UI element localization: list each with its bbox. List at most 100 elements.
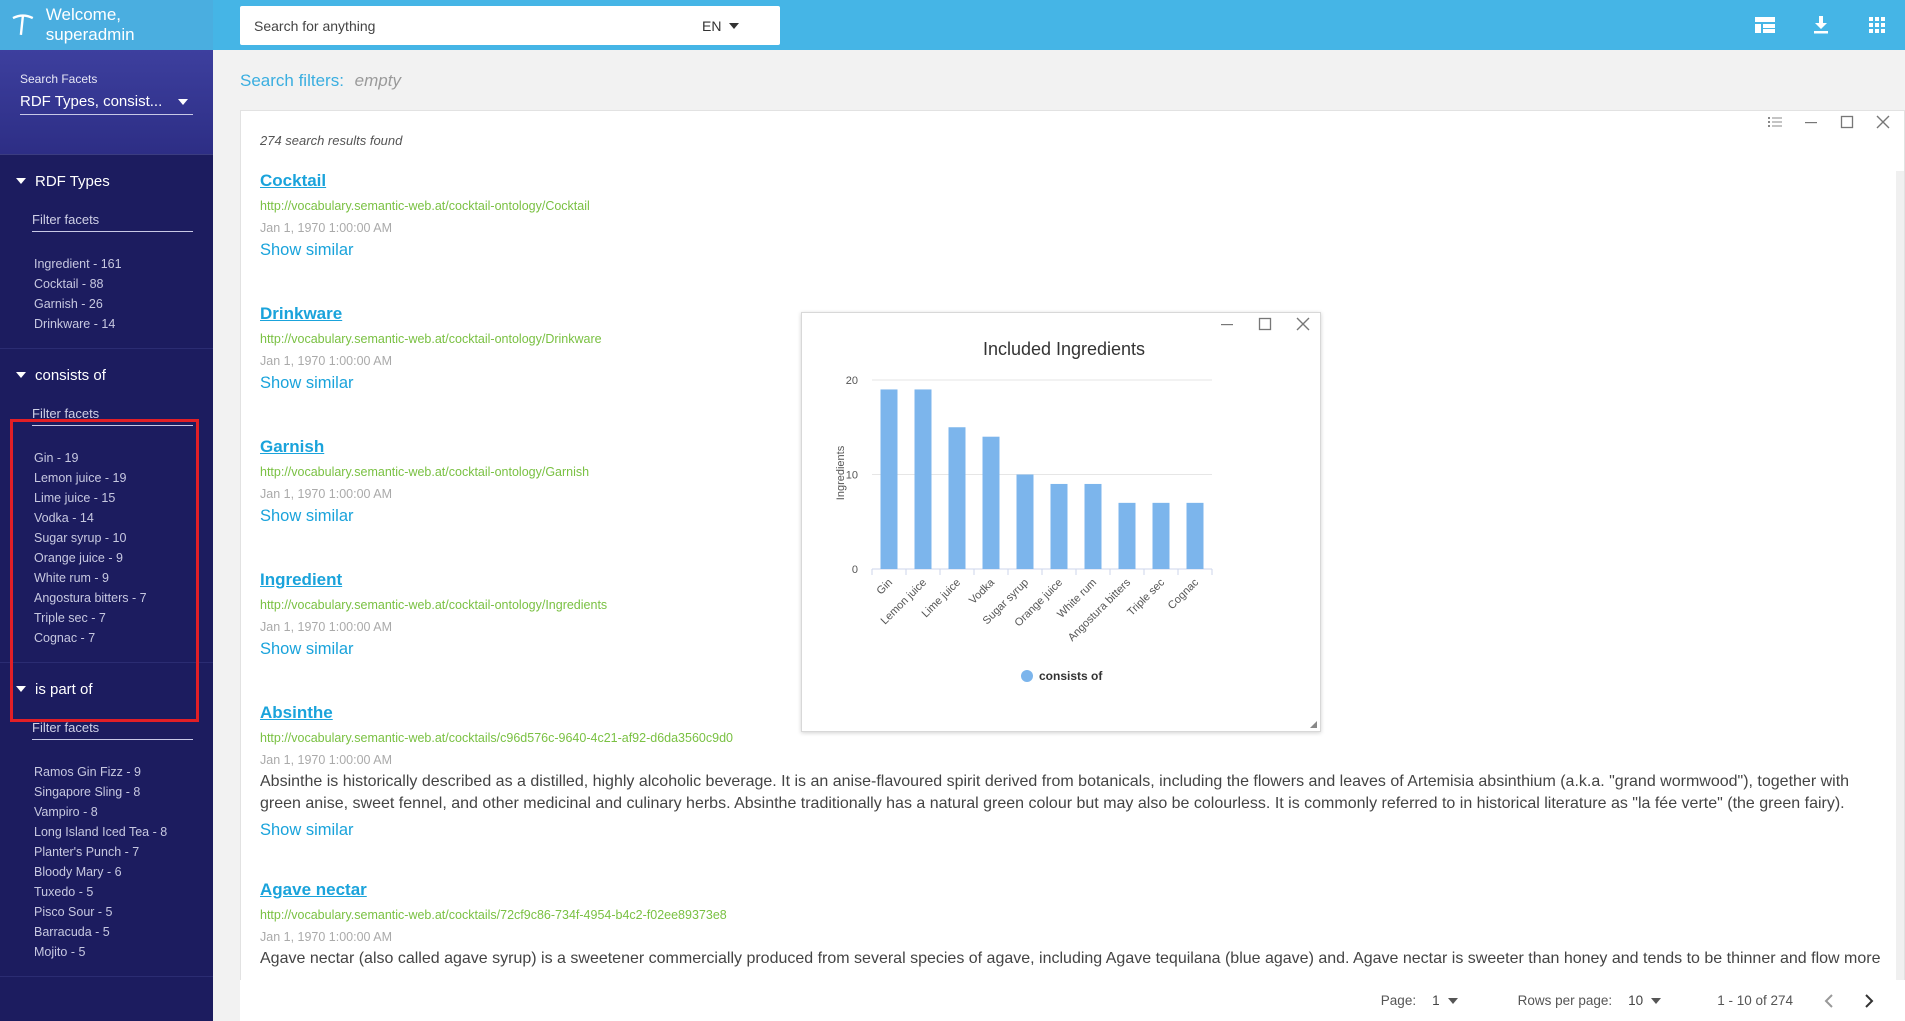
maximize-button[interactable] (1840, 115, 1854, 129)
result-uri[interactable]: http://vocabulary.semantic-web.at/cockta… (260, 908, 727, 922)
chart-legend[interactable]: consists of (1021, 669, 1103, 683)
show-similar-link[interactable]: Show similar (260, 374, 354, 392)
language-select[interactable]: EN (702, 17, 740, 34)
facet-item[interactable]: Tuxedo - 5 (34, 885, 94, 899)
results-count: 274 search results found (260, 133, 403, 148)
result-title[interactable]: Drinkware (260, 304, 343, 323)
chart-minimize-button[interactable] (1220, 317, 1234, 331)
facet-item[interactable]: Vampiro - 8 (34, 805, 98, 819)
chart-close-button[interactable] (1296, 317, 1310, 331)
rows-selector-group: Rows per page: 10 (1518, 993, 1662, 1008)
bar[interactable] (1152, 502, 1170, 569)
next-page-button[interactable] (1863, 993, 1875, 1008)
y-tick-label: 10 (846, 470, 858, 482)
legend-marker (1021, 670, 1033, 682)
facet-item[interactable]: Gin - 19 (34, 451, 79, 465)
prev-page-button[interactable] (1823, 993, 1835, 1008)
result-date: Jan 1, 1970 1:00:00 AM (260, 354, 393, 368)
result-title[interactable]: Ingredient (260, 570, 343, 589)
result-title[interactable]: Absinthe (260, 703, 333, 722)
facet-item[interactable]: Triple sec - 7 (34, 611, 106, 625)
facet-item[interactable]: Orange juice - 9 (34, 551, 123, 565)
facet-item[interactable]: White rum - 9 (34, 571, 110, 585)
search-facets-selector: Search Facets RDF Types, consist... (0, 50, 213, 155)
facet-group-is-part-of: is part of Ramos Gin Fizz - 9 Singapore … (0, 663, 213, 977)
bar[interactable] (982, 436, 1000, 569)
search-input[interactable] (254, 17, 694, 34)
facet-group-title: RDF Types (35, 172, 110, 190)
facet-item[interactable]: Sugar syrup - 10 (34, 531, 127, 545)
facet-item[interactable]: Ingredient - 161 (34, 257, 122, 271)
resize-handle[interactable] (1310, 721, 1317, 728)
brand[interactable]: Welcome, superadmin (0, 0, 213, 50)
facet-item[interactable]: Bloody Mary - 6 (34, 865, 122, 879)
show-similar-link[interactable]: Show similar (260, 640, 354, 658)
facet-item[interactable]: Lemon juice - 19 (34, 471, 127, 485)
facet-item[interactable]: Cognac - 7 (34, 631, 96, 645)
bar[interactable] (880, 389, 898, 569)
dashboard-button[interactable] (1737, 0, 1793, 50)
facet-item[interactable]: Cocktail - 88 (34, 277, 104, 291)
facet-filter-input[interactable] (32, 212, 193, 227)
show-similar-link[interactable]: Show similar (260, 507, 354, 525)
bar[interactable] (1084, 483, 1102, 569)
bar[interactable] (1186, 502, 1204, 569)
bar[interactable] (1016, 474, 1034, 570)
scrollbar[interactable] (1896, 171, 1904, 1011)
close-button[interactable] (1876, 115, 1890, 129)
rows-value: 10 (1628, 993, 1644, 1008)
facet-filter-input[interactable] (32, 406, 193, 421)
chart-maximize-button[interactable] (1258, 317, 1272, 331)
facet-group-title: is part of (35, 680, 93, 698)
facet-group-toggle[interactable]: consists of (0, 349, 213, 401)
facet-filter-input[interactable] (32, 720, 193, 735)
result-uri[interactable]: http://vocabulary.semantic-web.at/cockta… (260, 332, 602, 346)
result-uri[interactable]: http://vocabulary.semantic-web.at/cockta… (260, 598, 608, 612)
facet-item[interactable]: Vodka - 14 (34, 511, 94, 525)
list-view-button[interactable] (1768, 116, 1782, 128)
bar[interactable] (1118, 502, 1136, 569)
show-similar-link[interactable]: Show similar (260, 241, 354, 259)
panel-controls (1768, 115, 1890, 129)
result-title[interactable]: Cocktail (260, 171, 327, 190)
show-similar-link[interactable]: Show similar (260, 821, 354, 839)
facet-item[interactable]: Drinkware - 14 (34, 317, 116, 331)
facet-item[interactable]: Long Island Iced Tea - 8 (34, 825, 168, 839)
search-facets-label: Search Facets (20, 72, 98, 86)
facet-item[interactable]: Lime juice - 15 (34, 491, 116, 505)
apps-grid-icon (1869, 17, 1885, 33)
facet-item[interactable]: Pisco Sour - 5 (34, 905, 113, 919)
facet-item[interactable]: Planter's Punch - 7 (34, 845, 140, 859)
bar[interactable] (1050, 483, 1068, 569)
legend-label: consists of (1039, 669, 1103, 683)
search-facets-dropdown[interactable]: RDF Types, consist... (20, 89, 193, 115)
language-value: EN (702, 17, 722, 34)
apps-button[interactable] (1849, 0, 1905, 50)
minimize-button[interactable] (1804, 115, 1818, 129)
sidebar: Search Facets RDF Types, consist... RDF … (0, 50, 213, 1021)
facet-group-toggle[interactable]: is part of (0, 663, 213, 715)
facet-item[interactable]: Ramos Gin Fizz - 9 (34, 765, 141, 779)
result-uri[interactable]: http://vocabulary.semantic-web.at/cockta… (260, 199, 590, 213)
result-item: Agave nectar http://vocabulary.semantic-… (260, 880, 1880, 970)
result-title[interactable]: Garnish (260, 437, 325, 456)
bar[interactable] (948, 427, 966, 569)
download-button[interactable] (1793, 0, 1849, 50)
facet-item[interactable]: Barracuda - 5 (34, 925, 110, 939)
dashboard-icon (1755, 17, 1775, 33)
page-select[interactable]: 1 (1432, 993, 1458, 1008)
list-icon (1768, 117, 1782, 127)
facet-item[interactable]: Singapore Sling - 8 (34, 785, 141, 799)
facet-item[interactable]: Mojito - 5 (34, 945, 86, 959)
result-title[interactable]: Agave nectar (260, 880, 367, 899)
rows-select[interactable]: 10 (1628, 993, 1662, 1008)
result-uri[interactable]: http://vocabulary.semantic-web.at/cockta… (260, 731, 733, 745)
search-bar: EN (240, 6, 780, 45)
bar[interactable] (914, 389, 932, 569)
facet-item[interactable]: Angostura bitters - 7 (34, 591, 147, 605)
facet-item[interactable]: Garnish - 26 (34, 297, 103, 311)
result-uri[interactable]: http://vocabulary.semantic-web.at/cockta… (260, 465, 590, 479)
facet-group-title: consists of (35, 366, 106, 384)
facet-group-toggle[interactable]: RDF Types (0, 155, 213, 207)
